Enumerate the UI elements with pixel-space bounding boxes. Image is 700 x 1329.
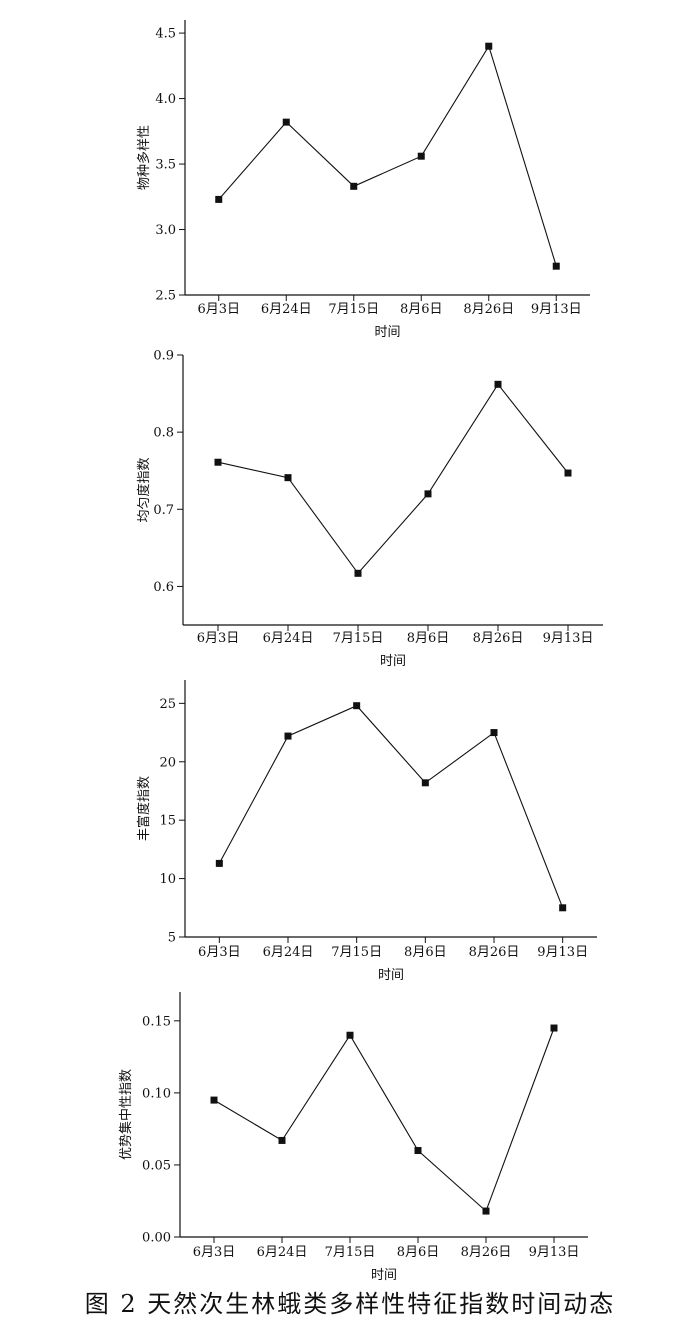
series-line [218,44,557,267]
chart-dominance-index: 0.00 0.05 0.10 0.15 6月3日 6月24日 7月15日 8月6日 8月26日 9… [118,992,588,1283]
y-tick-label: 15 [159,814,176,829]
y-tick-label: 2.5 [155,289,176,304]
data-point [559,904,567,912]
x-tick-label: 8月26日 [463,302,514,317]
data-point [354,569,362,577]
x-tick-label: 7月15日 [325,1245,376,1260]
figure-caption: 图 2 天然次生林蛾类多样性特征指数时间动态 [84,1290,616,1318]
data-point [482,1207,490,1215]
chart-evenness-index: 0.6 0.7 0.8 0.9 6月3日 6月24日 7月15日 8月6日 8月26日 9月13日… [136,349,603,669]
data-point [424,490,432,498]
x-tick-label: 8月26日 [469,945,520,960]
x-tick-label: 9月13日 [529,1245,580,1260]
y-tick-label: 0.8 [153,426,174,441]
x-tick-label: 6月24日 [263,945,314,960]
x-tick-label: 9月13日 [531,302,582,317]
y-tick-label: 25 [159,697,176,712]
data-point [494,380,502,388]
x-tick-label: 8月6日 [407,631,450,646]
y-tick-label: 20 [159,755,176,770]
y-axis-title: 优势集中性指数 [118,1069,134,1160]
x-tick-label: 6月3日 [197,631,240,646]
data-point [490,729,498,737]
data-point [215,195,223,203]
y-tick-label: 10 [159,872,176,887]
data-point [210,1096,218,1104]
data-point [215,859,223,867]
x-axis-title: 时间 [371,1268,397,1283]
data-point [564,469,572,477]
x-tick-label: 6月24日 [263,631,314,646]
data-point [552,262,560,270]
x-tick-label: 7月15日 [333,631,384,646]
y-tick-label: 4.0 [155,92,176,107]
y-tick-label: 0.7 [153,503,174,518]
series-line [218,705,564,909]
x-tick-label: 6月3日 [193,1245,236,1260]
y-tick-label: 0.15 [142,1014,171,1029]
y-tick-label: 3.0 [155,223,176,238]
y-tick-label: 4.5 [155,27,176,42]
y-tick-label: 0.05 [142,1158,171,1173]
x-tick-label: 8月26日 [473,631,524,646]
x-tick-label: 6月3日 [197,302,240,317]
y-tick-label: 0.6 [153,580,174,595]
x-tick-label: 6月3日 [198,945,241,960]
y-axis-title: 均匀度指数 [136,457,152,522]
x-tick-label: 8月26日 [461,1245,512,1260]
data-point [350,182,358,190]
x-tick-label: 6月24日 [257,1245,308,1260]
y-tick-label: 5 [168,931,176,946]
data-point [550,1024,558,1032]
x-tick-label: 8月6日 [404,945,447,960]
x-axis-title: 时间 [374,325,400,340]
y-tick-label: 0.9 [153,349,174,364]
y-tick-label: 0.10 [142,1086,171,1101]
data-point [346,1031,354,1039]
y-tick-label: 3.5 [155,158,176,173]
x-tick-label: 7月15日 [331,945,382,960]
series-line [217,383,569,575]
data-point [485,42,493,50]
data-point [421,779,429,787]
data-point [284,732,292,740]
data-point [278,1136,286,1144]
series-line [213,1027,555,1213]
x-tick-label: 7月15日 [328,302,379,317]
data-point [417,152,425,160]
x-axis-title: 时间 [378,968,404,983]
data-point [214,458,222,466]
y-tick-label: 0.00 [142,1231,171,1246]
data-point [414,1147,422,1155]
x-tick-label: 8月6日 [400,302,443,317]
x-axis-title: 时间 [380,654,406,669]
chart-species-diversity: 2.5 3.0 3.5 4.0 4.5 6月3日 6月24日 7月15日 8月6日 8月26日 9月… [136,20,590,340]
y-axis-title: 丰富度指数 [136,776,152,841]
data-point [284,474,292,482]
y-axis-title: 物种多样性 [136,125,152,190]
data-point [282,118,290,126]
x-tick-label: 6月24日 [261,302,312,317]
x-tick-label: 8月6日 [397,1245,440,1260]
x-tick-label: 9月13日 [543,631,594,646]
data-point [353,702,361,710]
x-tick-label: 9月13日 [537,945,588,960]
